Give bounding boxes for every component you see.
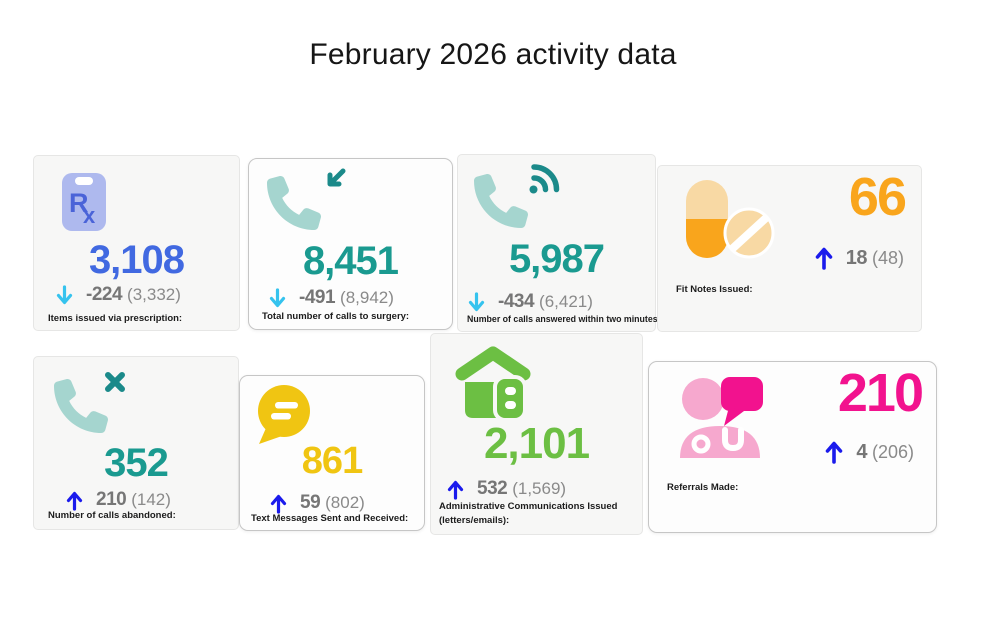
previous-value: (1,569) <box>512 479 567 498</box>
previous-value: (206) <box>871 441 914 462</box>
metric-value: 5,987 <box>508 237 605 281</box>
delta-row: 59 (802) <box>270 492 365 514</box>
delta-row: 532 (1,569) <box>447 478 566 500</box>
delta-value: 18 <box>845 246 868 269</box>
metric-label: Items issued via prescription: <box>48 313 183 324</box>
phone-incoming-icon <box>267 167 349 231</box>
delta-row: 18 (48) <box>815 246 904 270</box>
delta-row: -434 (6,421) <box>468 291 593 313</box>
delta-value: -224 <box>86 284 123 305</box>
up-arrow-icon <box>815 247 833 270</box>
delta-row: 210 (142) <box>66 489 171 511</box>
delta-value: 532 <box>477 478 508 499</box>
metric-label: Administrative Communications Issued (le… <box>439 500 618 527</box>
metric-label: Text Messages Sent and Received: <box>251 513 409 524</box>
prescription-icon: R x <box>61 169 107 238</box>
svg-text:R: R <box>69 188 89 218</box>
pills-icon <box>682 178 778 265</box>
metric-value: 3,108 <box>88 238 185 282</box>
phone-abandoned-icon <box>54 369 132 433</box>
delta-value: -491 <box>299 287 336 308</box>
previous-value: (48) <box>871 247 904 268</box>
up-arrow-icon <box>826 441 843 464</box>
metric-label: Number of calls abandoned: <box>48 510 176 521</box>
delta-value: -434 <box>498 291 535 312</box>
metric-label: Referrals Made: <box>667 482 739 493</box>
metric-label: Total number of calls to surgery: <box>262 311 410 322</box>
metric-card-referrals: 210 4 (206) Referrals Made: <box>648 361 937 533</box>
down-arrow-icon <box>56 284 73 304</box>
metric-value: 66 <box>848 167 907 227</box>
phone-answered-icon <box>474 164 562 228</box>
metric-card-admin-communications: 2,101 532 (1,569) Administrative Communi… <box>430 333 643 535</box>
metric-card-calls-to-surgery: 8,451 -491 (8,942) Total number of calls… <box>248 158 453 330</box>
metric-card-fit-notes: 66 18 (48) Fit Notes Issued: <box>657 165 922 332</box>
previous-value: (142) <box>131 490 171 509</box>
page-title: February 2026 activity data <box>309 38 677 71</box>
delta-value: 210 <box>96 489 127 510</box>
metric-value: 861 <box>301 440 363 482</box>
down-arrow-icon <box>468 291 485 311</box>
metric-card-text-messages: 861 59 (802) Text Messages Sent and Rece… <box>239 375 425 531</box>
up-arrow-icon <box>270 494 287 514</box>
metric-label: Fit Notes Issued: <box>676 284 753 295</box>
previous-value: (8,942) <box>340 288 394 307</box>
metric-value: 352 <box>104 441 169 485</box>
previous-value: (3,332) <box>127 285 181 304</box>
x-glyph <box>105 372 125 392</box>
down-arrow-icon <box>269 287 286 307</box>
house-letter-icon <box>453 344 535 425</box>
incoming-arrow-glyph <box>327 168 346 187</box>
metric-value: 8,451 <box>302 239 399 283</box>
delta-value: 59 <box>300 492 321 513</box>
chat-bubble-icon <box>254 384 312 451</box>
up-arrow-icon <box>447 480 464 500</box>
previous-value: (802) <box>325 493 365 512</box>
up-arrow-icon <box>66 491 83 511</box>
metric-card-calls-answered: 5,987 -434 (6,421) Number of calls answe… <box>457 154 661 332</box>
doctor-referral-icon <box>677 374 769 463</box>
delta-value: 4 <box>856 440 867 463</box>
svg-text:x: x <box>83 203 96 228</box>
metric-label: Number of calls answered within two minu… <box>467 314 661 324</box>
signal-waves-glyph <box>529 164 560 194</box>
metric-card-calls-abandoned: 352 210 (142) Number of calls abandoned: <box>33 356 239 530</box>
delta-row: -491 (8,942) <box>269 287 394 309</box>
delta-row: 4 (206) <box>825 440 914 464</box>
previous-value: (6,421) <box>539 292 593 311</box>
metric-value: 2,101 <box>483 419 590 468</box>
metric-card-prescription-items: R x 3,108 -224 (3,332) Items issued via … <box>33 155 240 331</box>
metric-value: 210 <box>837 363 924 423</box>
delta-row: -224 (3,332) <box>56 284 181 306</box>
